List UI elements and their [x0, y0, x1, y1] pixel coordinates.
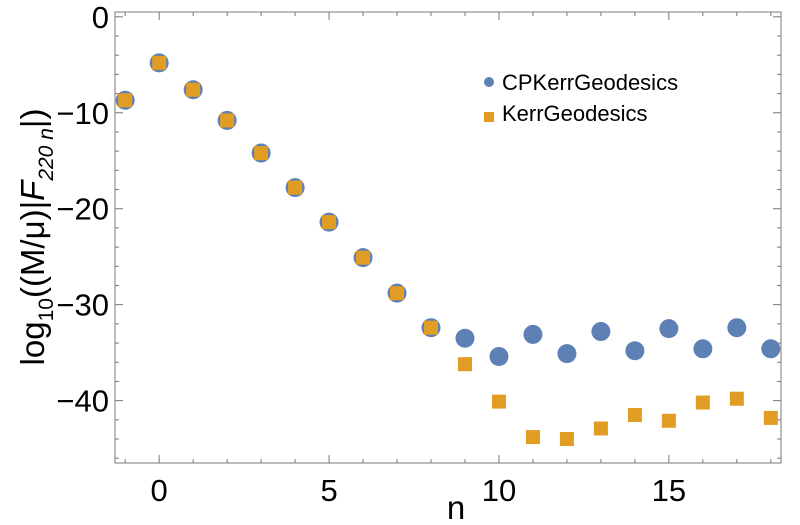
- x-axis-label: n: [447, 489, 465, 525]
- point-kerrgeodesics: [525, 430, 540, 445]
- point-cpkerrgeodesics: [727, 318, 747, 338]
- legend-marker-circle: [484, 77, 494, 87]
- plot-frame: [114, 11, 782, 464]
- point-kerrgeodesics: [186, 82, 201, 97]
- point-kerrgeodesics: [491, 394, 506, 409]
- y-tick-label: −20: [56, 192, 109, 227]
- point-kerrgeodesics: [661, 413, 676, 428]
- point-kerrgeodesics: [559, 432, 574, 447]
- y-tick-label: 0: [92, 0, 109, 35]
- x-tick-label: 10: [482, 473, 516, 508]
- data-points: [115, 53, 781, 447]
- point-cpkerrgeodesics: [761, 339, 781, 359]
- point-kerrgeodesics: [390, 286, 405, 301]
- y-tick-label: −10: [56, 96, 109, 131]
- point-cpkerrgeodesics: [455, 328, 475, 348]
- point-kerrgeodesics: [152, 55, 167, 70]
- x-tick-label: 5: [320, 473, 337, 508]
- point-cpkerrgeodesics: [693, 339, 713, 359]
- point-cpkerrgeodesics: [659, 319, 679, 339]
- point-kerrgeodesics: [254, 146, 269, 161]
- axis-ticks: [115, 12, 781, 463]
- point-kerrgeodesics: [220, 113, 235, 128]
- point-kerrgeodesics: [322, 215, 337, 230]
- point-kerrgeodesics: [627, 408, 642, 423]
- point-cpkerrgeodesics: [625, 341, 645, 361]
- point-kerrgeodesics: [695, 395, 710, 410]
- point-kerrgeodesics: [118, 93, 133, 108]
- y-axis-label: log10((M/μ)|F220 n|): [14, 109, 58, 366]
- legend: CPKerrGeodesics KerrGeodesics: [484, 70, 678, 126]
- axis-tick-labels: 0 5 10 15 0 −10 −20 −30 −40: [56, 0, 686, 508]
- point-kerrgeodesics: [593, 421, 608, 436]
- y-tick-label: −40: [56, 384, 109, 419]
- point-kerrgeodesics: [457, 357, 472, 372]
- point-kerrgeodesics: [424, 320, 439, 335]
- legend-marker-square: [484, 112, 494, 122]
- x-tick-label: 15: [652, 473, 686, 508]
- y-tick-label: −30: [56, 288, 109, 323]
- x-tick-label: 0: [151, 473, 168, 508]
- point-cpkerrgeodesics: [591, 322, 611, 342]
- point-cpkerrgeodesics: [523, 324, 543, 344]
- legend-label-kerr: KerrGeodesics: [502, 101, 648, 126]
- point-cpkerrgeodesics: [489, 346, 509, 366]
- point-kerrgeodesics: [729, 391, 744, 406]
- point-kerrgeodesics: [356, 250, 371, 265]
- legend-label-cpkerr: CPKerrGeodesics: [502, 70, 678, 95]
- point-kerrgeodesics: [763, 410, 778, 425]
- point-kerrgeodesics: [288, 180, 303, 195]
- point-cpkerrgeodesics: [557, 344, 577, 364]
